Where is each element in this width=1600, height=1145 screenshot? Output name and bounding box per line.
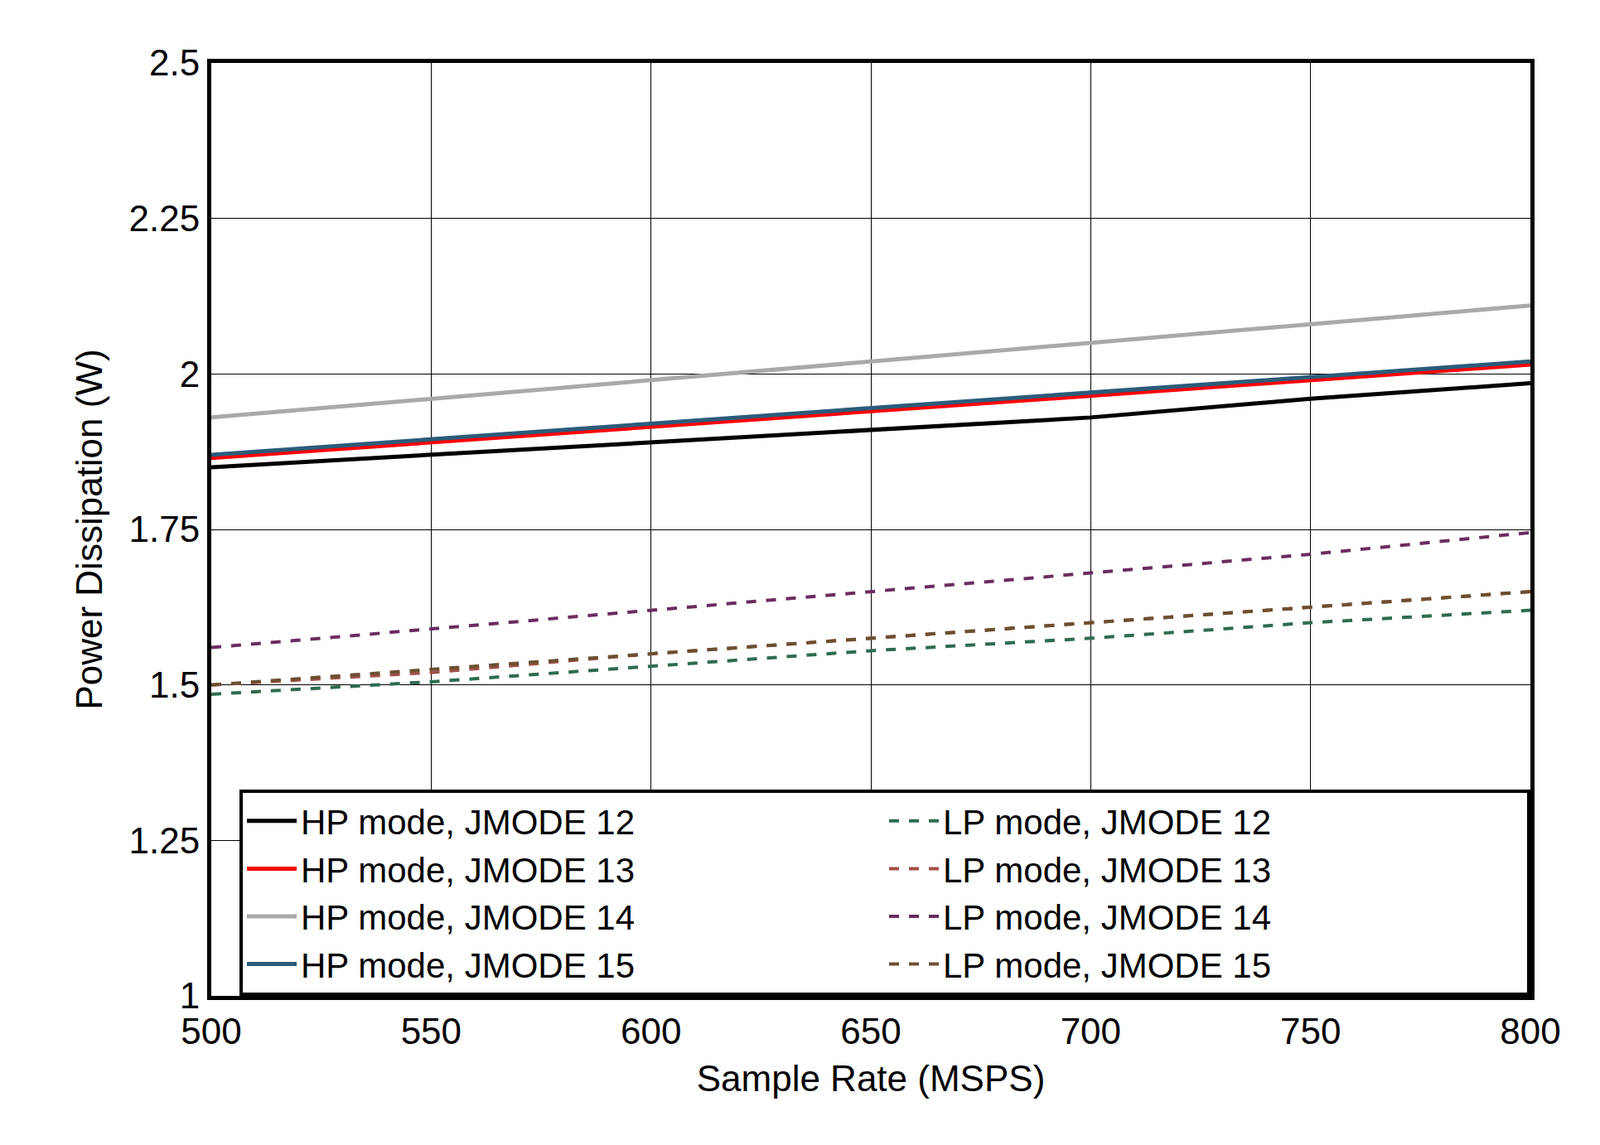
svg-text:2.25: 2.25 [129, 198, 201, 239]
svg-text:LP mode, JMODE 12: LP mode, JMODE 12 [942, 802, 1272, 842]
svg-text:HP mode, JMODE 12: HP mode, JMODE 12 [300, 802, 635, 842]
svg-text:500: 500 [180, 1010, 242, 1052]
svg-text:2.5: 2.5 [149, 42, 200, 83]
svg-text:700: 700 [1060, 1010, 1122, 1052]
svg-text:1.5: 1.5 [149, 664, 200, 706]
svg-text:750: 750 [1280, 1010, 1341, 1052]
svg-text:650: 650 [840, 1010, 901, 1052]
svg-text:LP mode, JMODE 13: LP mode, JMODE 13 [942, 850, 1272, 890]
svg-text:800: 800 [1499, 1010, 1561, 1052]
svg-text:1.25: 1.25 [129, 820, 201, 861]
svg-text:600: 600 [620, 1010, 682, 1052]
svg-text:1: 1 [179, 975, 200, 1016]
svg-text:HP mode, JMODE 15: HP mode, JMODE 15 [300, 946, 635, 986]
svg-text:LP mode, JMODE 15: LP mode, JMODE 15 [942, 946, 1272, 986]
svg-text:1.75: 1.75 [129, 508, 201, 550]
svg-text:HP mode, JMODE 13: HP mode, JMODE 13 [300, 850, 635, 890]
svg-text:Sample Rate (MSPS): Sample Rate (MSPS) [696, 1058, 1046, 1099]
svg-text:2: 2 [179, 353, 200, 395]
svg-text:HP mode, JMODE 14: HP mode, JMODE 14 [300, 898, 635, 938]
svg-text:550: 550 [401, 1010, 462, 1052]
svg-text:LP mode, JMODE 14: LP mode, JMODE 14 [942, 898, 1272, 938]
svg-text:Power Dissipation (W): Power Dissipation (W) [68, 348, 110, 710]
